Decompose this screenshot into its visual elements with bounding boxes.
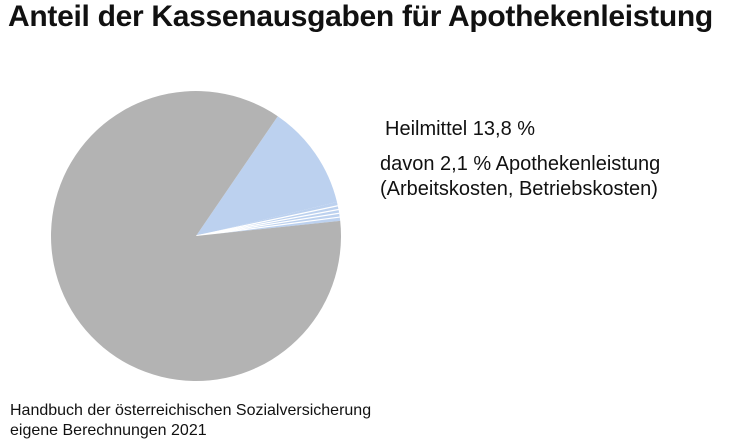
heilmittel-label: Heilmittel 13,8 % <box>385 118 536 140</box>
pie-slice-hatch-line <box>195 208 339 237</box>
pie-slice-2 <box>196 202 341 236</box>
pie-slice-hatch-line <box>195 212 340 237</box>
pie-slice-hatch-line <box>195 205 338 237</box>
pie-slice-1 <box>196 116 337 236</box>
apothekenleistung-label: davon 2,1 % Apothekenleistung <box>380 153 661 175</box>
chart-title: Anteil der Kassenausgaben für Apothekenl… <box>8 0 713 33</box>
source-note-line-2: eigene Berechnungen 2021 <box>10 422 207 439</box>
source-note-line-1: Handbuch der österreichischen Sozialvers… <box>10 402 372 419</box>
pie-slice-3 <box>51 91 342 381</box>
apothekenleistung-detail-label: (Arbeitskosten, Betriebskosten) <box>380 178 658 200</box>
pie-slice-hatch-line <box>195 216 340 237</box>
